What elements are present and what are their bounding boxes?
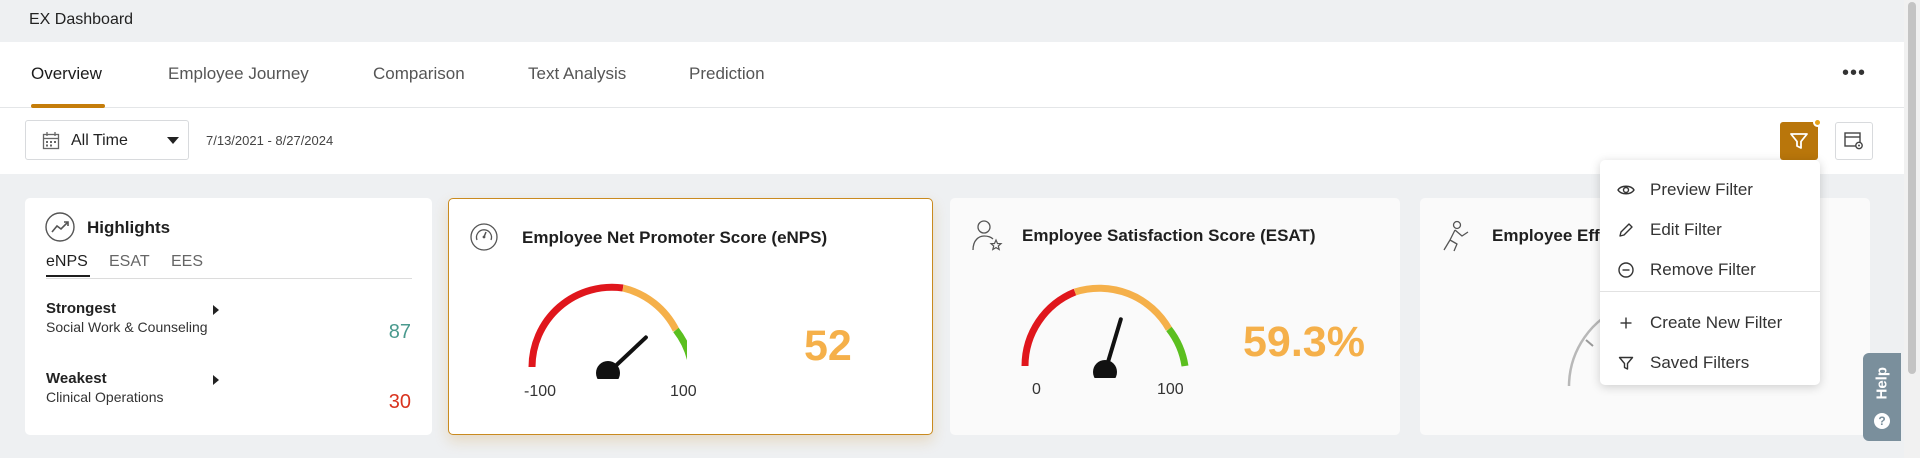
esat-gauge — [1021, 284, 1189, 378]
highlights-tab-enps[interactable]: eNPS — [46, 253, 88, 270]
filter-button[interactable] — [1780, 122, 1818, 160]
question-icon: ? — [1874, 413, 1890, 429]
date-select-value: All Time — [71, 132, 128, 149]
strongest-score: 87 — [388, 321, 411, 343]
gauge-segment-red — [1021, 288, 1077, 367]
caret-right-icon[interactable] — [213, 375, 219, 385]
esat-score: 59.3% — [1243, 318, 1365, 366]
dashboard-settings-icon — [1844, 132, 1863, 150]
gauge-segment-green — [673, 327, 687, 361]
tab-bar: Overview Employee Journey Comparison Tex… — [0, 42, 1904, 108]
caret-down-icon — [167, 137, 179, 144]
ees-title: Employee Eff — [1492, 226, 1600, 245]
divider — [46, 278, 412, 279]
satisfied-person-icon — [972, 220, 1003, 251]
highlights-title: Highlights — [87, 218, 171, 237]
scrollbar-thumb[interactable] — [1908, 2, 1916, 374]
menu-item-edit-filter[interactable]: Edit Filter — [1600, 211, 1820, 247]
highlights-card: Highlights eNPS ESAT EES Strongest Socia… — [25, 198, 432, 435]
active-tab-indicator — [31, 104, 105, 108]
menu-item-preview-filter[interactable]: Preview Filter — [1600, 171, 1820, 207]
menu-item-label: Preview Filter — [1650, 180, 1753, 199]
gauge-segment-red — [528, 283, 624, 368]
help-button[interactable]: Help ? — [1863, 353, 1901, 441]
app-title: EX Dashboard — [29, 11, 134, 28]
speedometer-icon — [470, 223, 498, 251]
menu-item-saved-filters[interactable]: Saved Filters — [1600, 344, 1820, 380]
plus-icon — [1620, 317, 1632, 329]
filter-active-dot — [1813, 118, 1822, 127]
filter-menu: Preview Filter Edit Filter Remove Filter… — [1600, 160, 1820, 385]
enps-card[interactable]: Employee Net Promoter Score (eNPS) -100 … — [448, 198, 933, 435]
highlights-tab-esat[interactable]: ESAT — [109, 253, 150, 270]
strongest-label: Strongest — [46, 300, 117, 317]
filter-bar: All Time 7/13/2021 - 8/27/2024 — [0, 108, 1904, 174]
funnel-icon — [1790, 133, 1808, 149]
dashboard-settings-button[interactable] — [1835, 122, 1873, 160]
ellipsis-icon[interactable]: ••• — [1842, 62, 1867, 84]
help-label: Help — [1873, 366, 1891, 400]
date-range-select[interactable]: All Time — [25, 120, 189, 160]
date-range-text: 7/13/2021 - 8/27/2024 — [206, 133, 334, 148]
menu-item-create-new-filter[interactable]: Create New Filter — [1600, 304, 1820, 340]
funnel-icon — [1618, 356, 1634, 370]
esat-gauge-min: 0 — [1032, 381, 1041, 398]
enps-score: 52 — [804, 322, 852, 370]
tab-employee-journey[interactable]: Employee Journey — [168, 64, 309, 83]
menu-item-label: Create New Filter — [1650, 313, 1783, 332]
strongest-name: Social Work & Counseling — [46, 319, 208, 335]
weakest-score: 30 — [388, 391, 411, 413]
menu-divider — [1600, 291, 1820, 292]
gauge-segment-orange — [622, 284, 680, 332]
gauge-hub — [1093, 360, 1117, 378]
tab-overview[interactable]: Overview — [31, 64, 102, 83]
title-bar: EX Dashboard — [0, 0, 1920, 42]
menu-item-label: Saved Filters — [1650, 353, 1750, 372]
menu-item-label: Edit Filter — [1650, 220, 1722, 239]
vertical-scrollbar[interactable] — [1904, 0, 1920, 458]
tab-text-analysis[interactable]: Text Analysis — [528, 64, 627, 83]
caret-right-icon[interactable] — [213, 305, 219, 315]
eye-icon — [1617, 185, 1635, 195]
minus-circle-icon — [1618, 262, 1634, 278]
gauge-hub — [596, 361, 620, 379]
esat-gauge-max: 100 — [1157, 381, 1184, 398]
effort-person-icon — [1443, 220, 1469, 252]
tab-prediction[interactable]: Prediction — [689, 64, 765, 83]
weakest-label: Weakest — [46, 370, 107, 387]
weakest-name: Clinical Operations — [46, 389, 164, 405]
highlights-tab-indicator — [46, 275, 90, 277]
gauge-segment-orange — [1073, 284, 1173, 331]
esat-card[interactable]: Employee Satisfaction Score (ESAT) 0 100… — [950, 198, 1400, 435]
trend-up-icon — [45, 212, 75, 242]
menu-item-label: Remove Filter — [1650, 260, 1756, 279]
esat-title: Employee Satisfaction Score (ESAT) — [1022, 226, 1316, 245]
calendar-icon — [42, 132, 60, 150]
menu-item-remove-filter[interactable]: Remove Filter — [1600, 251, 1820, 287]
gauge-segment-green — [1166, 326, 1189, 367]
highlights-tab-ees[interactable]: EES — [171, 253, 204, 270]
enps-gauge-max: 100 — [670, 383, 697, 400]
tab-comparison[interactable]: Comparison — [373, 64, 465, 83]
pencil-icon — [1619, 223, 1633, 237]
enps-gauge — [528, 283, 687, 379]
enps-title: Employee Net Promoter Score (eNPS) — [522, 228, 828, 247]
enps-gauge-min: -100 — [524, 383, 557, 400]
